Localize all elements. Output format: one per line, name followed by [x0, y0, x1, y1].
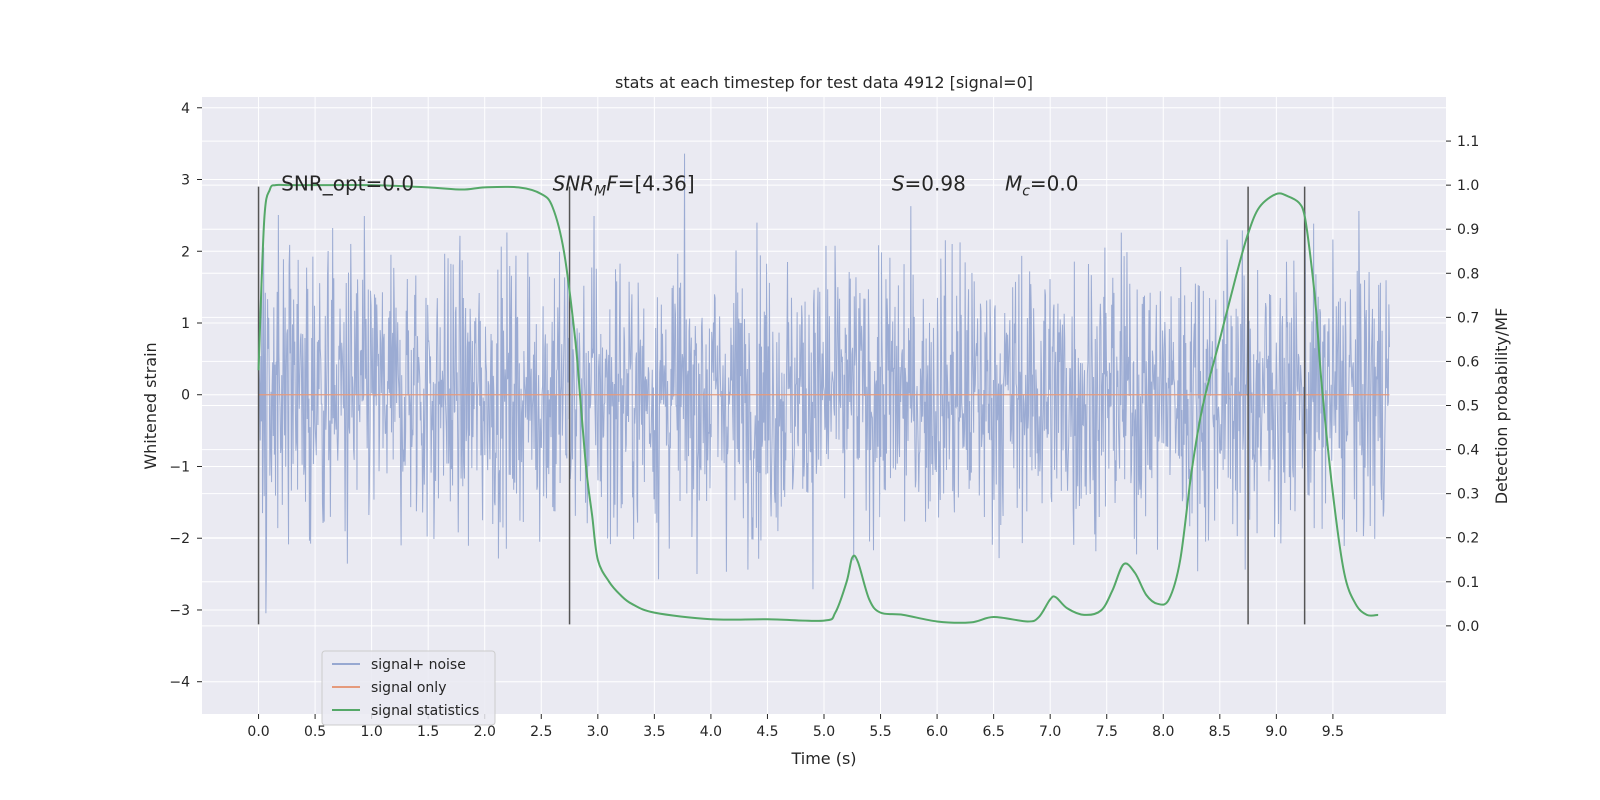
x-tick-label: 5.5: [869, 724, 891, 740]
x-tick-label: 4.5: [756, 724, 778, 740]
y-right-tick-label: 0.0: [1457, 619, 1479, 635]
y-right-tick-label: 1.0: [1457, 178, 1479, 194]
annotation-0: SNR_opt=0.0: [281, 171, 414, 195]
series-line-signal-statistics: [257, 183, 1379, 624]
x-tick-label: 7.5: [1096, 724, 1118, 740]
annotation-2: S=0.98: [892, 171, 966, 195]
y-left-tick-label: −3: [169, 603, 190, 619]
x-axis-ticks: 0.0 0.5 1.0 1.5 2.0 2.5 3.0 3.5 4.0 4.5 5.0 5.5 6.0 6…: [247, 714, 1344, 740]
y-left-tick-label: 3: [181, 173, 190, 189]
annotation-part: F: [606, 171, 618, 195]
vertical-lines: [257, 186, 1306, 625]
y-right-tick-label: 1.1: [1457, 134, 1479, 150]
annotation-part: SNR: [553, 171, 595, 195]
y-left-tick-label: −4: [169, 675, 190, 691]
x-tick-label: 0.0: [247, 724, 269, 740]
x-tick-label: 0.5: [304, 724, 326, 740]
y-left-tick-label: −1: [169, 459, 190, 475]
legend-label-signal-only: signal only: [371, 680, 446, 696]
legend-label-signal-noise: signal+ noise: [371, 657, 466, 673]
annotation-1: SNRMF=[4.36]: [553, 171, 695, 199]
y-right-tick-label: 0.3: [1457, 487, 1479, 503]
y-right-tick-label: 0.7: [1457, 310, 1479, 326]
y-left-tick-label: 0: [181, 388, 190, 404]
annotation-part: M: [1005, 171, 1022, 195]
annotation-part: c: [1022, 183, 1030, 199]
x-tick-label: 7.0: [1039, 724, 1061, 740]
annotation-part: =0.0: [1030, 171, 1079, 195]
y-right-tick-label: 0.2: [1457, 531, 1479, 547]
y-right-tick-label: 0.4: [1457, 443, 1479, 459]
x-tick-label: 1.5: [417, 724, 439, 740]
x-tick-label: 5.0: [813, 724, 835, 740]
legend-label-signal-statistics: signal statistics: [371, 703, 479, 719]
y-right-tick-label: 0.9: [1457, 222, 1479, 238]
y-axis-left-label: Whitened strain: [141, 342, 160, 469]
x-tick-label: 2.5: [530, 724, 552, 740]
y-right-tick-label: 0.1: [1457, 575, 1479, 591]
x-tick-label: 2.0: [474, 724, 496, 740]
noise-series: [258, 153, 1390, 614]
y-right-tick-label: 0.8: [1457, 266, 1479, 282]
chart-title: stats at each timestep for test data 491…: [615, 73, 1033, 92]
x-tick-label: 3.5: [643, 724, 665, 740]
x-tick-label: 1.0: [361, 724, 383, 740]
annotation-part: =[4.36]: [618, 171, 695, 195]
annotation-part: M: [594, 183, 606, 199]
legend: signal+ noise signal only signal statist…: [321, 650, 496, 726]
x-tick-label: 6.5: [983, 724, 1005, 740]
x-tick-label: 9.0: [1265, 724, 1287, 740]
annotations: SNR_opt=0.0 SNRMF=[4.36] S=0.98 Mc=0.0: [281, 171, 1078, 199]
legend-box: [321, 650, 496, 726]
x-tick-label: 6.0: [926, 724, 948, 740]
x-tick-label: 9.5: [1322, 724, 1344, 740]
y-left-tick-label: 1: [181, 316, 190, 332]
signal-statistics-series: [257, 183, 1379, 624]
y-axis-right-label: Detection probability/MF: [1492, 308, 1511, 505]
x-tick-label: 3.0: [587, 724, 609, 740]
y-axis-right-ticks: 0.0 0.1 0.2 0.3 0.4 0.5 0.6 0.7 0.8 0.9 1.0 1.1: [1446, 134, 1479, 635]
x-tick-label: 8.5: [1209, 724, 1231, 740]
annotation-3: Mc=0.0: [1005, 171, 1079, 199]
x-tick-label: 4.0: [700, 724, 722, 740]
annotation-part: =0.98: [905, 171, 966, 195]
y-axis-left-ticks: −4 −3 −2 −1 0 1 2 3 4: [169, 101, 202, 691]
series-line-signal-noise: [258, 153, 1390, 614]
y-left-tick-label: −2: [169, 531, 190, 547]
x-tick-label: 8.0: [1152, 724, 1174, 740]
annotation-part: SNR_opt=0.0: [281, 171, 414, 195]
y-right-tick-label: 0.5: [1457, 399, 1479, 415]
y-left-tick-label: 4: [181, 101, 190, 117]
y-right-tick-label: 0.6: [1457, 354, 1479, 370]
y-left-tick-label: 2: [181, 244, 190, 260]
annotation-part: S: [892, 171, 905, 195]
x-axis-label: Time (s): [790, 749, 856, 768]
